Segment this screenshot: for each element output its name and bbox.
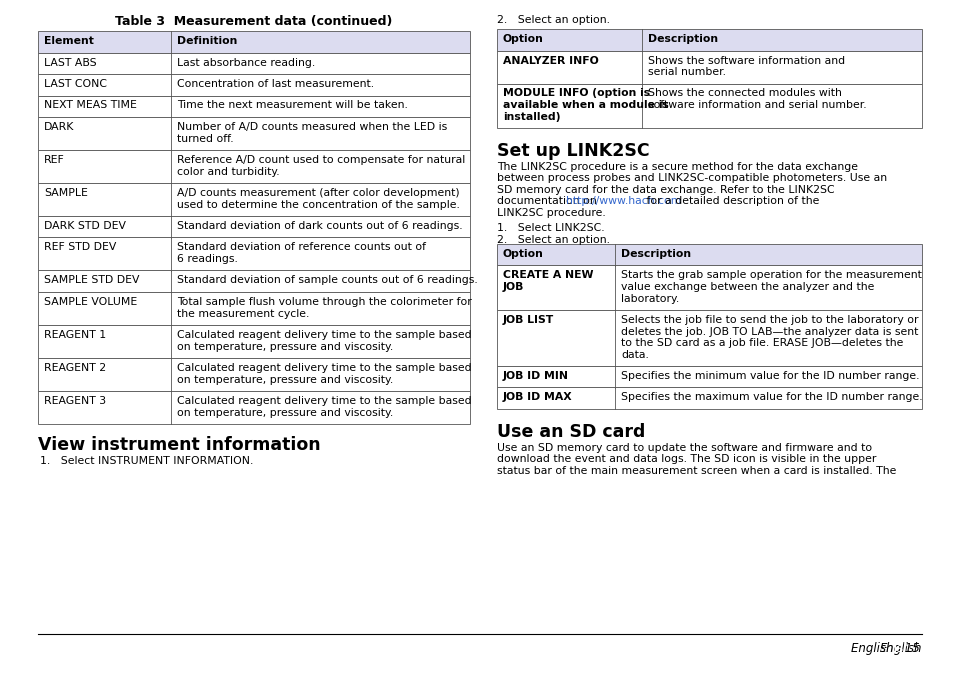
Text: Shows the software information and
serial number.: Shows the software information and seria…: [647, 55, 844, 77]
Bar: [38, 150, 470, 183]
Bar: [497, 366, 921, 388]
Text: Standard deviation of reference counts out of
6 readings.: Standard deviation of reference counts o…: [177, 242, 426, 264]
Bar: [497, 266, 921, 310]
Text: Definition: Definition: [177, 36, 237, 46]
Bar: [38, 183, 470, 216]
Text: Element: Element: [44, 36, 93, 46]
Bar: [38, 117, 470, 150]
Bar: [38, 52, 470, 74]
Bar: [38, 391, 470, 424]
Text: JOB LIST: JOB LIST: [502, 315, 554, 325]
Text: NEXT MEAS TIME: NEXT MEAS TIME: [44, 100, 136, 110]
Text: Standard deviation of dark counts out of 6 readings.: Standard deviation of dark counts out of…: [177, 221, 462, 231]
Text: http://www.hach.com: http://www.hach.com: [565, 197, 680, 207]
Text: SAMPLE STD DEV: SAMPLE STD DEV: [44, 275, 139, 285]
Bar: [38, 325, 470, 358]
Bar: [38, 271, 470, 292]
Bar: [497, 244, 921, 266]
Text: English   ​: English ​: [867, 642, 921, 655]
Text: SAMPLE VOLUME: SAMPLE VOLUME: [44, 297, 137, 307]
Text: Use an SD card: Use an SD card: [497, 423, 644, 441]
Text: download the event and data logs. The SD icon is visible in the upper: download the event and data logs. The SD…: [497, 454, 876, 464]
Text: Description: Description: [647, 34, 718, 44]
Text: 2.   Select an option.: 2. Select an option.: [497, 15, 609, 25]
Text: SAMPLE: SAMPLE: [44, 188, 88, 198]
Text: LINK2SC procedure.: LINK2SC procedure.: [497, 208, 605, 218]
Text: Option: Option: [502, 249, 543, 259]
Text: English   15: English 15: [850, 642, 919, 655]
Text: Option: Option: [502, 34, 543, 44]
Text: LAST ABS: LAST ABS: [44, 57, 96, 67]
Text: LAST CONC: LAST CONC: [44, 79, 107, 89]
Text: CREATE A NEW
JOB: CREATE A NEW JOB: [502, 271, 593, 292]
Text: 2.   Select an option.: 2. Select an option.: [497, 235, 609, 245]
Text: 1.   Select LINK2SC.: 1. Select LINK2SC.: [497, 223, 604, 234]
Text: Description: Description: [620, 249, 690, 259]
Text: Number of A/D counts measured when the LED is
turned off.: Number of A/D counts measured when the L…: [177, 122, 447, 143]
Text: JOB ID MAX: JOB ID MAX: [502, 392, 572, 402]
Text: between process probes and LINK2SC-compatible photometers. Use an: between process probes and LINK2SC-compa…: [497, 174, 886, 184]
Text: REAGENT 2: REAGENT 2: [44, 363, 106, 373]
Bar: [497, 29, 921, 50]
Bar: [38, 74, 470, 96]
Text: Reference A/D count used to compensate for natural
color and turbidity.: Reference A/D count used to compensate f…: [177, 155, 465, 176]
Text: status bar of the main measurement screen when a card is installed. The: status bar of the main measurement scree…: [497, 466, 896, 476]
Text: Use an SD memory card to update the software and firmware and to: Use an SD memory card to update the soft…: [497, 443, 871, 453]
Bar: [497, 310, 921, 366]
Text: Starts the grab sample operation for the measurement
value exchange between the : Starts the grab sample operation for the…: [620, 271, 921, 304]
Bar: [38, 238, 470, 271]
Text: documentation on: documentation on: [497, 197, 599, 207]
Text: JOB ID MIN: JOB ID MIN: [502, 371, 568, 381]
Text: View instrument information: View instrument information: [38, 436, 320, 454]
Text: Table 3  Measurement data (continued): Table 3 Measurement data (continued): [115, 15, 393, 28]
Bar: [38, 216, 470, 238]
Bar: [38, 358, 470, 391]
Text: REF: REF: [44, 155, 65, 165]
Text: Shows the connected modules with
software information and serial number.: Shows the connected modules with softwar…: [647, 89, 865, 110]
Text: REAGENT 1: REAGENT 1: [44, 330, 106, 340]
Text: 1.   Select INSTRUMENT INFORMATION.: 1. Select INSTRUMENT INFORMATION.: [40, 456, 253, 466]
Text: Total sample flush volume through the colorimeter for
the measurement cycle.: Total sample flush volume through the co…: [177, 297, 471, 318]
Text: DARK: DARK: [44, 122, 74, 132]
Text: REAGENT 3: REAGENT 3: [44, 396, 106, 406]
Text: Concentration of last measurement.: Concentration of last measurement.: [177, 79, 374, 89]
Bar: [497, 50, 921, 83]
Text: Calculated reagent delivery time to the sample based
on temperature, pressure an: Calculated reagent delivery time to the …: [177, 396, 471, 418]
Text: Time the next measurement will be taken.: Time the next measurement will be taken.: [177, 100, 408, 110]
Text: REF STD DEV: REF STD DEV: [44, 242, 116, 252]
Text: Standard deviation of sample counts out of 6 readings.: Standard deviation of sample counts out …: [177, 275, 477, 285]
Bar: [38, 292, 470, 325]
Text: ANALYZER INFO: ANALYZER INFO: [502, 55, 598, 65]
Text: for a detailed description of the: for a detailed description of the: [642, 197, 819, 207]
Text: Calculated reagent delivery time to the sample based
on temperature, pressure an: Calculated reagent delivery time to the …: [177, 330, 471, 351]
Text: Calculated reagent delivery time to the sample based
on temperature, pressure an: Calculated reagent delivery time to the …: [177, 363, 471, 384]
Bar: [38, 96, 470, 117]
Bar: [38, 31, 470, 52]
Text: Specifies the maximum value for the ID number range.: Specifies the maximum value for the ID n…: [620, 392, 922, 402]
Text: MODULE INFO (option is
available when a module is
installed): MODULE INFO (option is available when a …: [502, 89, 668, 122]
Text: The LINK2SC procedure is a secure method for the data exchange: The LINK2SC procedure is a secure method…: [497, 162, 857, 172]
Text: A/D counts measurement (after color development)
used to determine the concentra: A/D counts measurement (after color deve…: [177, 188, 459, 209]
Text: SD memory card for the data exchange. Refer to the LINK2SC: SD memory card for the data exchange. Re…: [497, 185, 834, 195]
Bar: [497, 83, 921, 128]
Text: Last absorbance reading.: Last absorbance reading.: [177, 57, 314, 67]
Text: Set up LINK2SC: Set up LINK2SC: [497, 142, 649, 160]
Text: Specifies the minimum value for the ID number range.: Specifies the minimum value for the ID n…: [620, 371, 919, 381]
Text: Selects the job file to send the job to the laboratory or
deletes the job. JOB T: Selects the job file to send the job to …: [620, 315, 918, 360]
Text: English: English: [879, 642, 921, 655]
Text: DARK STD DEV: DARK STD DEV: [44, 221, 126, 231]
Bar: [497, 388, 921, 409]
